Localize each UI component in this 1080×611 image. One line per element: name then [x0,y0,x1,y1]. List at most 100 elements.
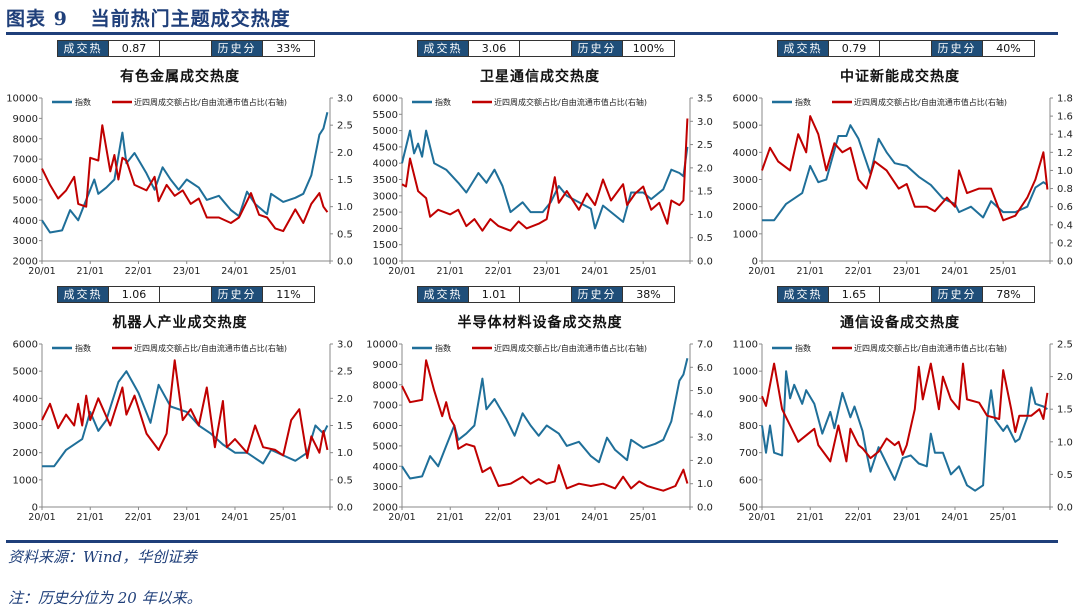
legend-index-label: 指数 [75,343,91,353]
right-tick-label: 1.8 [1057,94,1073,105]
x-tick-label: 21/01 [77,266,104,277]
right-tick-label: 0.5 [1057,470,1073,481]
ratio-series-line [41,359,329,460]
right-tick-label: 1.0 [697,210,713,221]
right-tick-label: 0.2 [1057,238,1073,249]
right-tick-label: 2.0 [697,163,713,174]
chart-panel: 成交热度 0.79 历史分位 40% 中证新能成交热度 0 1000 2000 3000… [720,30,1080,277]
left-tick-label: 10000 [6,94,38,105]
percentile-label: 历史分位 [212,41,263,70]
right-tick-label: 1.4 [1057,130,1073,141]
left-tick-label: 2000 [13,448,38,459]
left-tick-label: 6000 [373,421,398,432]
left-tick-label: 5000 [733,121,758,132]
right-tick-label: 0.0 [697,257,713,268]
chart-title: 通信设备成交热度 [840,315,960,331]
left-tick-label: 10000 [366,340,398,351]
right-tick-label: 1.2 [1057,148,1073,159]
right-tick-label: 5.0 [697,386,713,397]
heat-info-box: 成交热度 0.87 历史分位 33% [57,40,315,70]
left-tick-label: 1000 [373,257,398,268]
header-divider [6,32,1058,35]
right-tick-label: 0.6 [1057,202,1073,213]
right-tick-label: 1.5 [697,187,713,198]
ratio-series-line [761,362,1049,463]
left-tick-label: 1000 [733,229,758,240]
chart-svg: 1000 1500 2000 2500 3000 3500 4000 4500 5000 5500… [373,94,713,278]
left-tick-label: 4000 [13,216,38,227]
index-series-line [401,358,689,480]
x-tick-label: 24/01 [941,512,968,523]
heat-value: 1.01 [469,287,520,302]
x-tick-label: 22/01 [485,266,512,277]
x-tick-label: 22/01 [845,512,872,523]
percentile-value: 78% [983,287,1034,302]
left-tick-label: 1100 [733,340,758,351]
percentile-label: 历史分位 [932,41,983,70]
left-tick-label: 7000 [13,155,38,166]
heat-value: 3.06 [469,41,520,56]
x-tick-label: 20/01 [748,512,775,523]
right-tick-label: 6.0 [697,363,713,374]
left-tick-label: 3000 [373,482,398,493]
left-tick-label: 2000 [373,224,398,235]
x-tick-label: 23/01 [533,512,560,523]
x-tick-label: 22/01 [845,266,872,277]
blank-cell [160,287,212,302]
percentile-value: 38% [623,287,674,302]
x-tick-label: 20/01 [388,512,415,523]
left-tick-label: 4000 [373,159,398,170]
legend-ratio-label: 近四周成交额占比/自由流通市值占比(右轴) [494,97,647,107]
heat-label: 成交热度 [418,41,469,70]
right-tick-label: 2.5 [1057,340,1073,351]
left-tick-label: 0 [32,503,38,514]
chart-title: 卫星通信成交热度 [480,69,600,85]
right-tick-label: 3.5 [697,94,713,105]
ratio-series-line [401,118,689,232]
figure-title: 图表 9 当前热门主题成交热度 [6,8,291,30]
legend-ratio-label: 近四周成交额占比/自由流通市值占比(右轴) [854,97,1007,107]
blank-cell [520,287,572,302]
right-tick-label: 0.0 [697,503,713,514]
left-tick-label: 0 [752,257,758,268]
left-tick-label: 3000 [13,421,38,432]
left-tick-label: 3500 [373,175,398,186]
footnote: 注：历史分位为 20 年以来。 [8,589,202,607]
x-tick-label: 24/01 [581,512,608,523]
heat-info-box: 成交热度 0.79 历史分位 40% [777,40,1035,70]
right-tick-label: 3.0 [697,433,713,444]
percentile-value: 33% [263,41,314,56]
heat-label: 成交热度 [418,287,469,316]
index-series-line [42,370,329,468]
right-tick-label: 0.5 [337,229,353,240]
legend-ratio-label: 近四周成交额占比/自由流通市值占比(右轴) [494,343,647,353]
left-tick-label: 8000 [13,134,38,145]
chart-svg: 0 1000 2000 3000 4000 5000 6000 0.0 0.2 0.4 0.6 0.8… [733,94,1073,278]
x-tick-label: 22/01 [125,512,152,523]
right-tick-label: 0.8 [1057,184,1073,195]
x-tick-label: 21/01 [797,266,824,277]
chart-svg: 500 600 700 800 900 1000 1100 0.0 0.5 1.0 1.5 2.0 2.… [733,340,1073,524]
legend-index-label: 指数 [75,97,91,107]
left-tick-label: 5500 [373,110,398,121]
chart-title: 有色金属成交热度 [120,69,240,85]
left-tick-label: 500 [739,503,758,514]
right-tick-label: 0.0 [1057,257,1073,268]
x-tick-label: 21/01 [437,512,464,523]
chart-title: 中证新能成交热度 [840,69,960,85]
x-tick-label: 23/01 [173,512,200,523]
x-tick-label: 20/01 [28,266,55,277]
right-tick-label: 0.5 [697,233,713,244]
legend-index-label: 指数 [435,343,451,353]
left-tick-label: 3000 [13,236,38,247]
x-tick-label: 25/01 [270,266,297,277]
x-tick-label: 25/01 [990,512,1017,523]
heat-label: 成交热度 [58,41,109,70]
right-tick-label: 4.0 [697,409,713,420]
heat-value: 0.87 [109,41,160,56]
blank-cell [160,41,212,56]
left-tick-label: 9000 [373,360,398,371]
left-tick-label: 6000 [373,94,398,105]
percentile-value: 40% [983,41,1034,56]
